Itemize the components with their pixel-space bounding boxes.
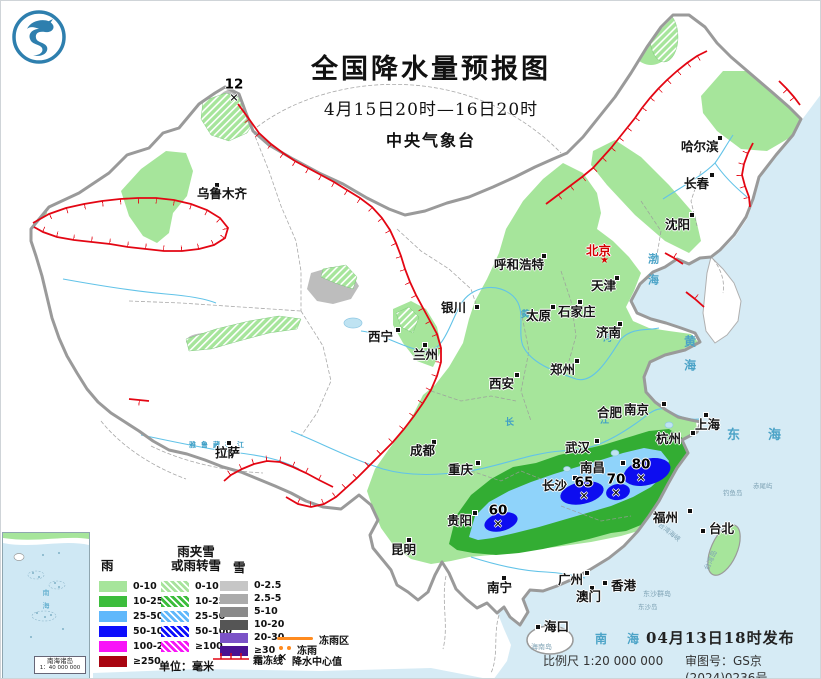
inset-sea-label: 南海 xyxy=(42,589,50,615)
hainan-island xyxy=(526,625,574,655)
taiwan-island xyxy=(707,524,741,576)
approval-number: 审图号：GS京(2024)0236号 xyxy=(685,654,768,679)
publish-time: 04月13日18时发布 xyxy=(646,629,795,647)
inset-map-art xyxy=(3,533,89,638)
cma-logo xyxy=(12,10,66,64)
agency-name: 中央气象台 xyxy=(385,131,476,150)
foreign-borders xyxy=(100,84,724,674)
inset-scale: 1：40 000 000 xyxy=(39,665,81,672)
inset-scale-box: 南海诸岛 1：40 000 000 xyxy=(34,655,86,674)
title-block: 全国降水量预报图 4月15日20时—16日20时 中央气象台 xyxy=(251,47,611,151)
page-title: 全国降水量预报图 xyxy=(311,54,551,85)
map-scale: 比例尺 1:20 000 000 xyxy=(543,654,664,668)
forecast-period: 4月15日20时—16日20时 xyxy=(323,100,539,120)
inset-title: 南海诸岛 xyxy=(47,656,73,665)
frost-line-layer xyxy=(32,50,801,508)
south-china-sea-inset: 南海 南海诸岛 1：40 000 000 xyxy=(2,532,90,678)
korea-landmass xyxy=(702,256,742,344)
